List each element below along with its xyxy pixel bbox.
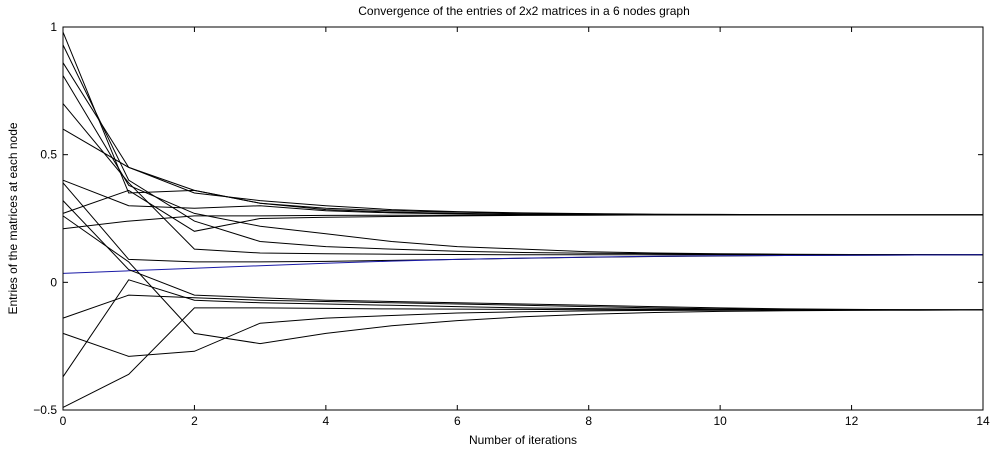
y-tick-label: 0 [50, 275, 57, 289]
plot-area-frame [62, 26, 984, 411]
y-tick-label: −0.5 [33, 403, 57, 417]
y-axis-label: Entries of the matrices at each node [6, 122, 20, 314]
series-line-10 [62, 182, 984, 263]
series-line-6 [62, 189, 983, 232]
series-line-4 [62, 179, 983, 216]
x-tick-label: 4 [323, 414, 330, 428]
series-line-9 [62, 103, 983, 256]
axis-ticks: 0 2 4 6 8 10 12 14−0.500.51 [33, 20, 990, 428]
series-line-14 [62, 279, 983, 378]
y-tick-label: 0.5 [40, 148, 57, 162]
series-line-16 [62, 307, 983, 408]
x-tick-label: 10 [713, 414, 727, 428]
x-tick-label: 2 [191, 414, 198, 428]
series-line-13 [62, 294, 983, 319]
series-line-1 [62, 31, 983, 216]
series-line-17 [62, 215, 984, 345]
y-tick-label: 1 [50, 20, 57, 34]
series-line-5 [62, 214, 983, 230]
x-tick-label: 6 [454, 414, 461, 428]
chart-title: Convergence of the entries of 2x2 matric… [358, 4, 690, 18]
series-line-8 [62, 44, 983, 256]
series-line-11 [62, 254, 984, 274]
x-tick-label: 0 [60, 414, 67, 428]
series-line-7 [62, 75, 984, 256]
x-tick-label: 8 [585, 414, 592, 428]
x-tick-label: 14 [976, 414, 990, 428]
series-line-3 [62, 128, 983, 216]
series-lines [62, 31, 984, 408]
x-tick-label: 12 [845, 414, 859, 428]
x-axis-label: Number of iterations [469, 433, 577, 447]
